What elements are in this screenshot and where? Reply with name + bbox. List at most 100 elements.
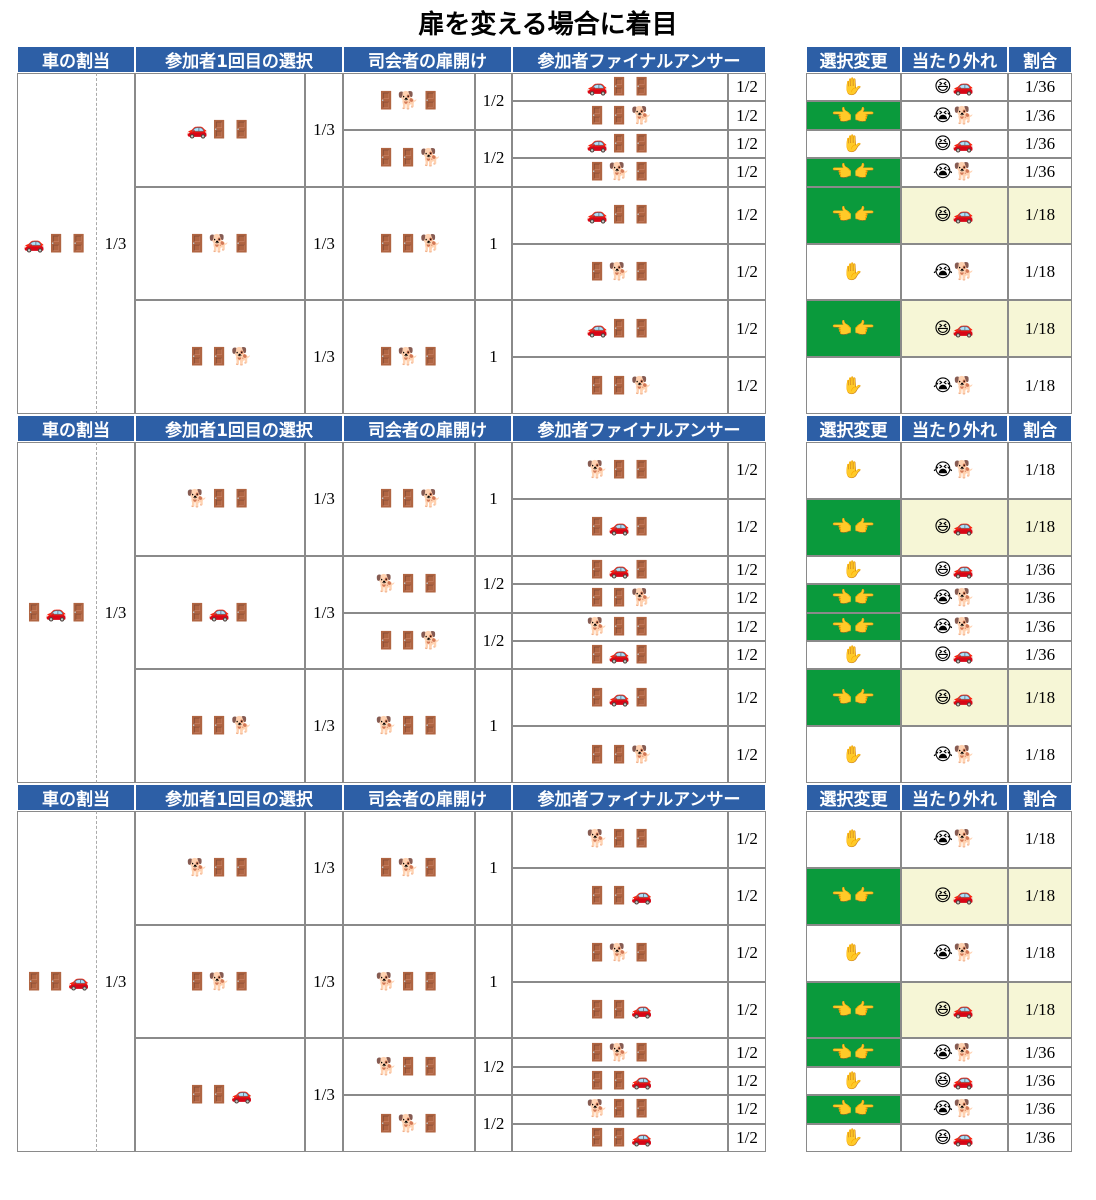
final-answer: 🚪🚪🚗 xyxy=(512,1066,728,1096)
host-open: 🚪🚪🐕 xyxy=(343,612,475,670)
result: 😆🚗 xyxy=(901,186,1008,244)
host-open: 🚪🐕🚪 xyxy=(343,1095,475,1153)
final-answer: 🚪🚪🐕 xyxy=(512,584,728,613)
probability: 1/2 xyxy=(728,101,766,130)
final-answer: 🚪🐕🚪 xyxy=(512,1038,728,1067)
probability: 1 xyxy=(475,924,512,1039)
result: 😆🚗 xyxy=(901,555,1008,585)
probability: 1/2 xyxy=(475,129,512,187)
probability: 1/2 xyxy=(728,981,766,1039)
table-header: 割合 xyxy=(1008,46,1072,73)
change: ✋ xyxy=(806,1123,901,1153)
ratio: 1/18 xyxy=(1008,867,1072,925)
probability: 1/2 xyxy=(728,73,766,102)
host-open: 🚪🚪🐕 xyxy=(343,129,475,187)
result: 😆🚗 xyxy=(901,981,1008,1039)
result: 😆🚗 xyxy=(901,1066,1008,1096)
first-choice: 🚗🚪🚪 xyxy=(135,73,305,187)
probability: 1/3 xyxy=(305,924,343,1039)
final-answer: 🚗🚪🚪 xyxy=(512,73,728,102)
change: ✋ xyxy=(806,726,901,784)
probability: 1/2 xyxy=(728,158,766,187)
probability: 1/2 xyxy=(728,1095,766,1124)
change: ✋ xyxy=(806,129,901,159)
table-header: 参加者1回目の選択 xyxy=(135,784,343,811)
result: 😭🐕 xyxy=(901,357,1008,415)
probability: 1/2 xyxy=(728,669,766,727)
final-answer: 🚪🚗🚪 xyxy=(512,669,728,727)
table-header: 割合 xyxy=(1008,415,1072,442)
final-answer: 🚪🚗🚪 xyxy=(512,640,728,670)
result: 😭🐕 xyxy=(901,243,1008,301)
probability: 1/3 xyxy=(305,555,343,670)
table-header: 司会者の扉開け xyxy=(343,46,512,73)
probability: 1/3 xyxy=(305,73,343,187)
probability: 1/3 xyxy=(305,442,343,556)
result: 😆🚗 xyxy=(901,300,1008,358)
ratio: 1/18 xyxy=(1008,669,1072,727)
first-choice: 🚪🚪🐕 xyxy=(135,300,305,415)
result: 😭🐕 xyxy=(901,1038,1008,1067)
first-choice: 🚪🐕🚪 xyxy=(135,186,305,301)
final-answer: 🚪🚪🚗 xyxy=(512,1123,728,1153)
probability: 1/2 xyxy=(475,555,512,613)
host-open: 🚪🐕🚪 xyxy=(343,811,475,925)
ratio: 1/18 xyxy=(1008,442,1072,499)
final-answer: 🚪🚗🚪 xyxy=(512,498,728,556)
probability: 1/3 xyxy=(97,442,135,784)
probability: 1/2 xyxy=(475,612,512,670)
change: 👈👉 xyxy=(806,867,901,925)
change: ✋ xyxy=(806,555,901,585)
result: 😭🐕 xyxy=(901,1095,1008,1124)
change: 👈👉 xyxy=(806,158,901,187)
final-answer: 🚪🚪🐕 xyxy=(512,726,728,784)
table-header: 車の割当 xyxy=(17,415,135,442)
host-open: 🚪🚪🐕 xyxy=(343,442,475,556)
ratio: 1/36 xyxy=(1008,584,1072,613)
probability: 1/2 xyxy=(728,442,766,499)
change: 👈👉 xyxy=(806,101,901,130)
probability: 1/2 xyxy=(728,498,766,556)
result: 😭🐕 xyxy=(901,811,1008,868)
ratio: 1/36 xyxy=(1008,640,1072,670)
change: 👈👉 xyxy=(806,981,901,1039)
table-header: 選択変更 xyxy=(806,46,901,73)
ratio: 1/36 xyxy=(1008,612,1072,641)
host-open: 🐕🚪🚪 xyxy=(343,1038,475,1096)
final-answer: 🚗🚪🚪 xyxy=(512,300,728,358)
ratio: 1/18 xyxy=(1008,243,1072,301)
result: 😭🐕 xyxy=(901,442,1008,499)
ratio: 1/36 xyxy=(1008,73,1072,102)
change: ✋ xyxy=(806,924,901,982)
probability: 1/3 xyxy=(305,1038,343,1153)
probability: 1/2 xyxy=(728,1123,766,1153)
probability: 1/3 xyxy=(97,811,135,1153)
probability: 1/2 xyxy=(728,243,766,301)
probability: 1/2 xyxy=(728,300,766,358)
table-header: 司会者の扉開け xyxy=(343,784,512,811)
final-answer: 🚗🚪🚪 xyxy=(512,186,728,244)
host-open: 🐕🚪🚪 xyxy=(343,669,475,784)
host-open: 🚪🚪🐕 xyxy=(343,186,475,301)
result: 😭🐕 xyxy=(901,612,1008,641)
probability: 1/2 xyxy=(475,1038,512,1096)
probability: 1/2 xyxy=(728,867,766,925)
probability: 1/3 xyxy=(305,669,343,784)
ratio: 1/18 xyxy=(1008,186,1072,244)
final-answer: 🐕🚪🚪 xyxy=(512,442,728,499)
table-header: 割合 xyxy=(1008,784,1072,811)
first-choice: 🚪🚪🐕 xyxy=(135,669,305,784)
change: ✋ xyxy=(806,442,901,499)
final-answer: 🚪🐕🚪 xyxy=(512,924,728,982)
change: ✋ xyxy=(806,73,901,102)
table-header: 車の割当 xyxy=(17,784,135,811)
ratio: 1/18 xyxy=(1008,981,1072,1039)
result: 😆🚗 xyxy=(901,867,1008,925)
change: ✋ xyxy=(806,1066,901,1096)
probability: 1/2 xyxy=(475,1095,512,1153)
change: 👈👉 xyxy=(806,669,901,727)
probability: 1 xyxy=(475,442,512,556)
final-answer: 🐕🚪🚪 xyxy=(512,811,728,868)
page-title: 扉を変える場合に着目 xyxy=(418,10,678,40)
